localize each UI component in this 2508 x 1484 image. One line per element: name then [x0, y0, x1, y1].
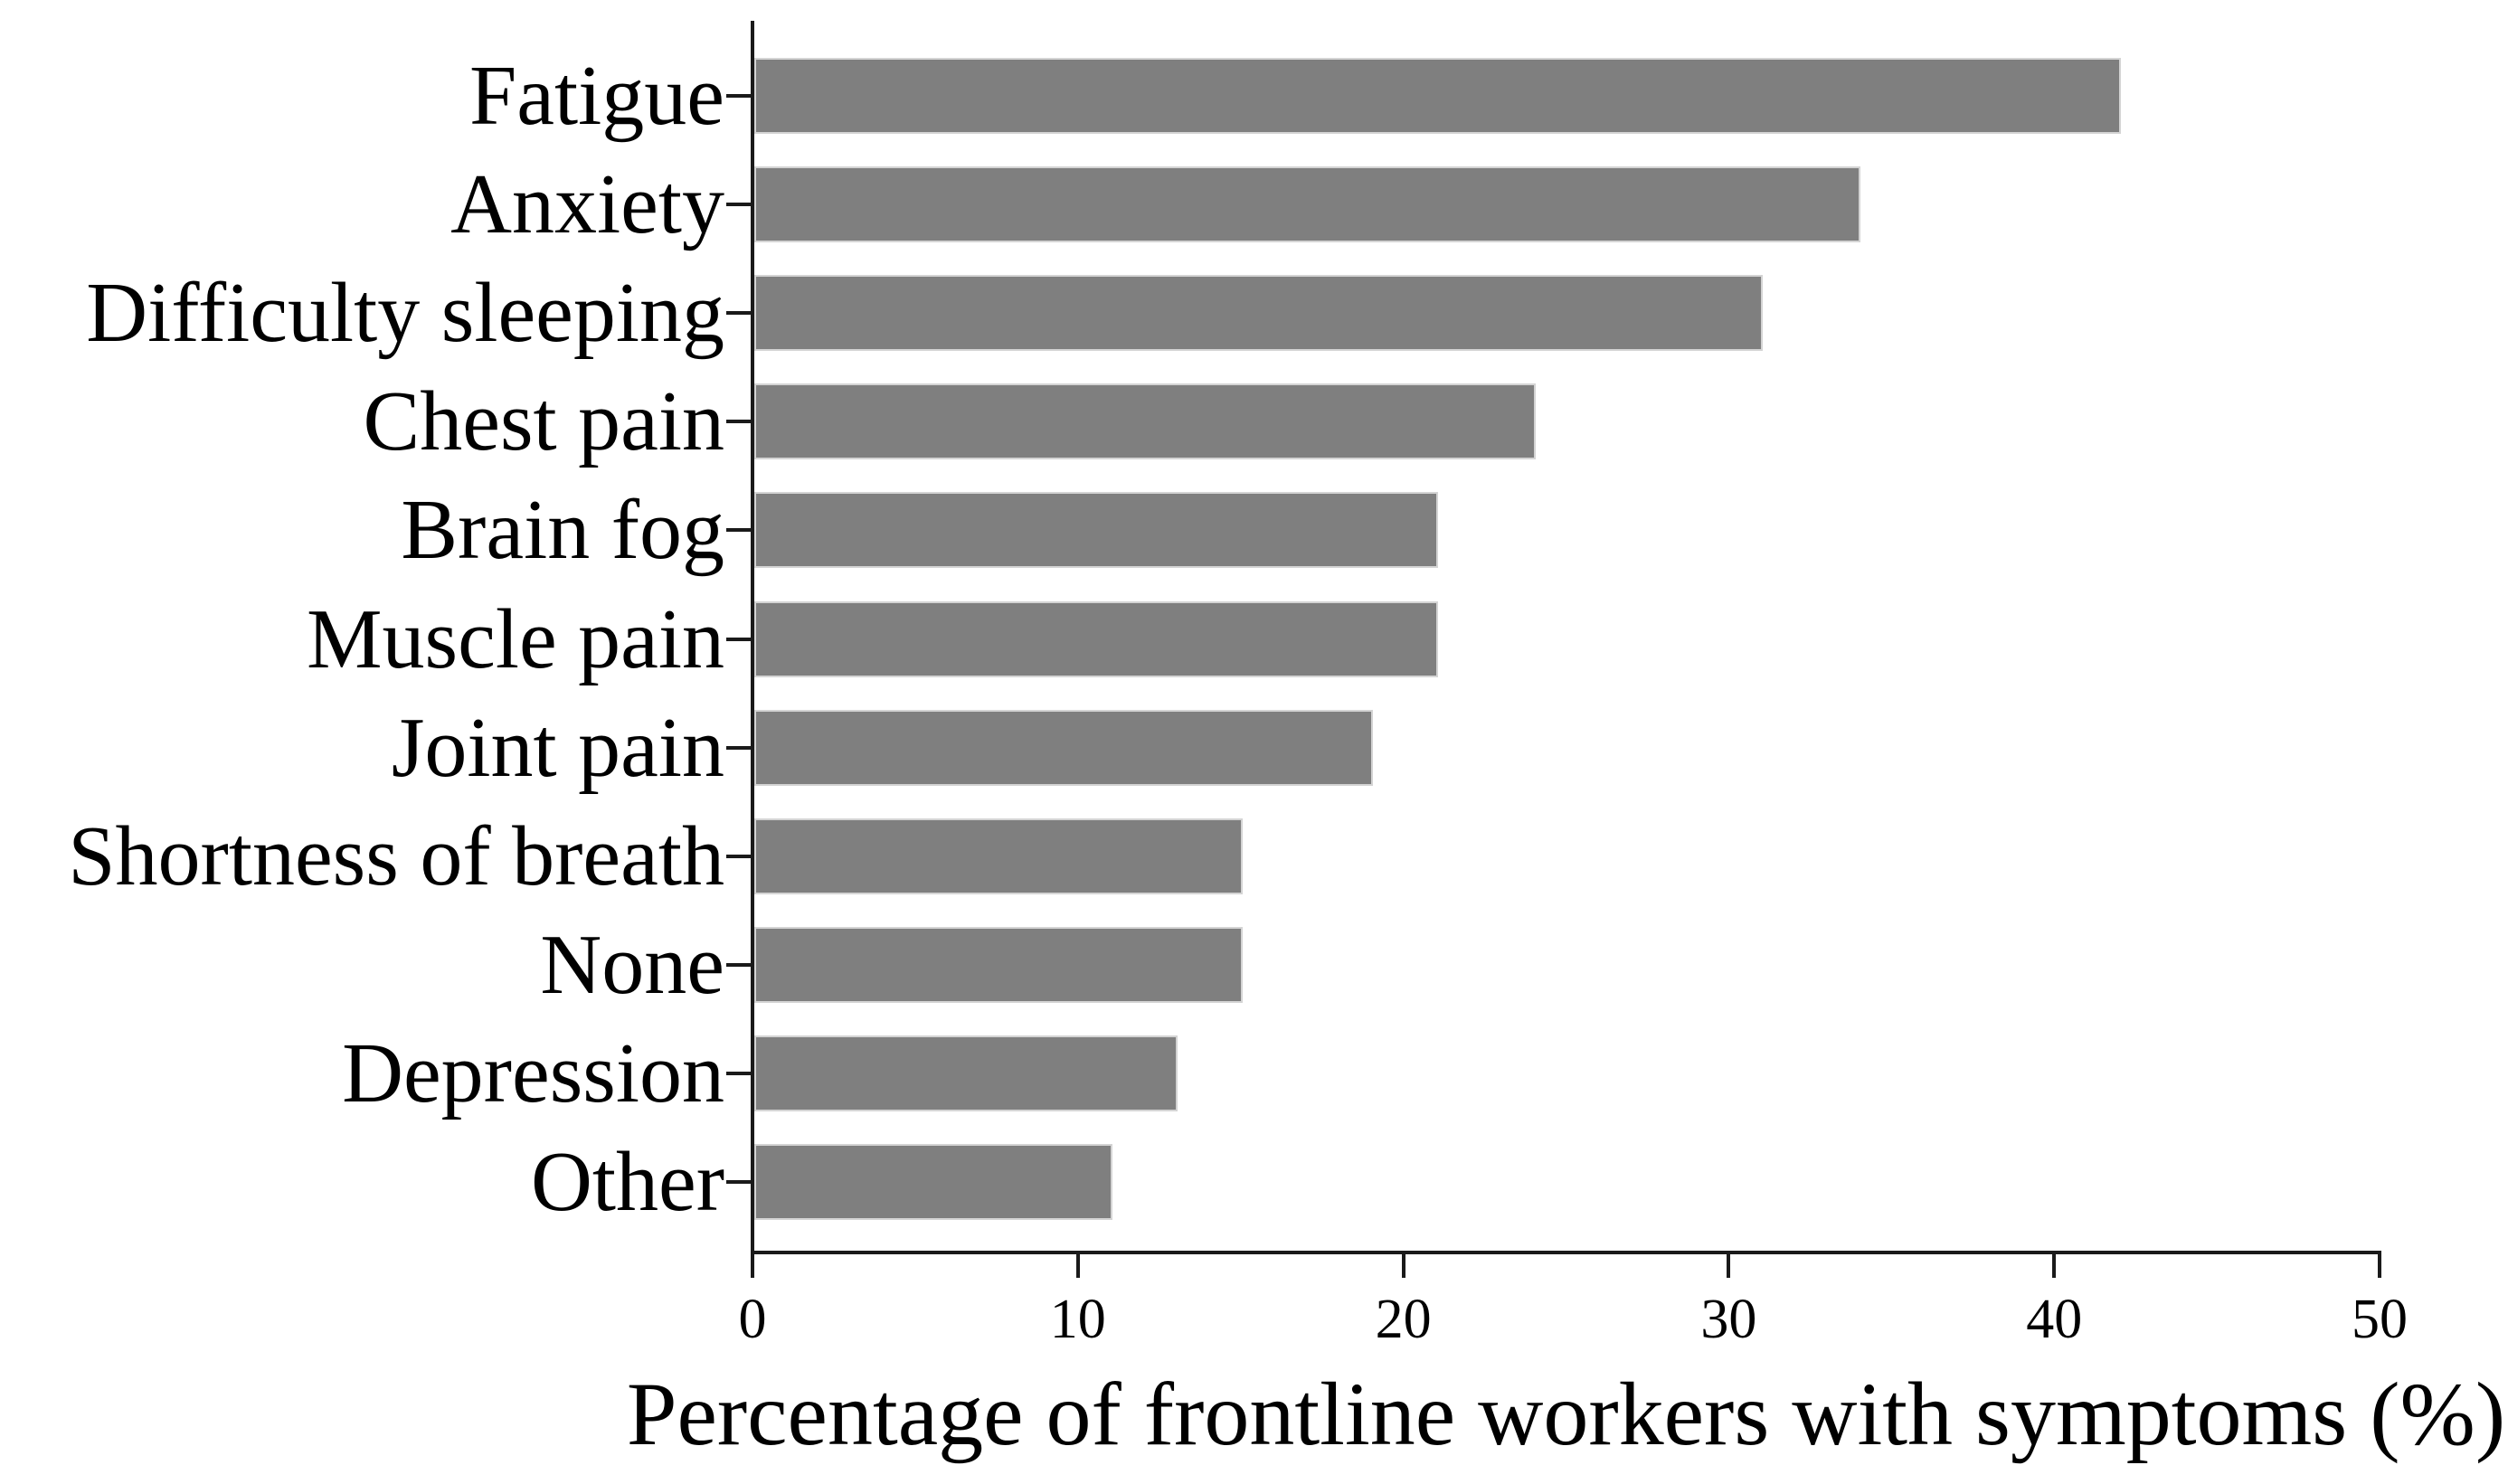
category-label: Joint pain — [391, 700, 724, 795]
category-label: Depression — [342, 1026, 724, 1120]
x-axis-title: Percentage of frontline workers with sym… — [626, 1364, 2506, 1464]
x-tick-label: 30 — [1700, 1289, 1757, 1350]
x-tick-label: 50 — [2352, 1289, 2408, 1350]
y-tick-mark — [726, 637, 751, 641]
category-label: Anxiety — [450, 157, 724, 252]
category-label: Other — [530, 1135, 724, 1229]
bar — [754, 1035, 1178, 1111]
y-tick-mark — [726, 1180, 751, 1184]
x-tick-label: 20 — [1375, 1289, 1432, 1350]
x-tick-mark — [2052, 1252, 2057, 1278]
bar — [754, 166, 1861, 243]
y-axis-line — [751, 21, 754, 1254]
bar — [754, 709, 1373, 786]
category-label: None — [540, 917, 724, 1012]
y-tick-mark — [726, 94, 751, 98]
y-tick-mark — [726, 311, 751, 316]
x-tick-label: 10 — [1049, 1289, 1106, 1350]
x-axis-line — [751, 1251, 2381, 1254]
bar — [754, 383, 1536, 460]
category-label: Chest pain — [363, 374, 724, 469]
bar — [754, 492, 1438, 569]
bar — [754, 818, 1243, 894]
x-tick-mark — [2378, 1252, 2381, 1278]
x-tick-mark — [1401, 1252, 1405, 1278]
x-tick-mark — [1727, 1252, 1731, 1278]
x-tick-mark — [1075, 1252, 1080, 1278]
x-axis-title-container: Percentage of frontline workers with sym… — [627, 1369, 2505, 1460]
y-tick-mark — [726, 854, 751, 858]
y-tick-mark — [726, 528, 751, 533]
category-label: Brain fog — [401, 483, 724, 578]
bar — [754, 600, 1438, 677]
bar — [754, 275, 1764, 352]
bar — [754, 58, 2122, 134]
x-tick-label: 40 — [2026, 1289, 2083, 1350]
x-tick-mark — [751, 1252, 754, 1278]
category-label: Fatigue — [469, 49, 724, 143]
y-tick-mark — [726, 203, 751, 207]
bar — [754, 926, 1243, 1003]
y-tick-mark — [726, 962, 751, 967]
y-tick-mark — [726, 745, 751, 750]
category-label: Difficulty sleeping — [86, 266, 724, 361]
category-label: Muscle pain — [306, 591, 724, 686]
x-tick-label: 0 — [738, 1289, 767, 1350]
bar — [754, 1144, 1112, 1220]
category-label: Shortness of breath — [68, 808, 724, 903]
y-tick-mark — [726, 420, 751, 424]
y-tick-mark — [726, 1071, 751, 1075]
